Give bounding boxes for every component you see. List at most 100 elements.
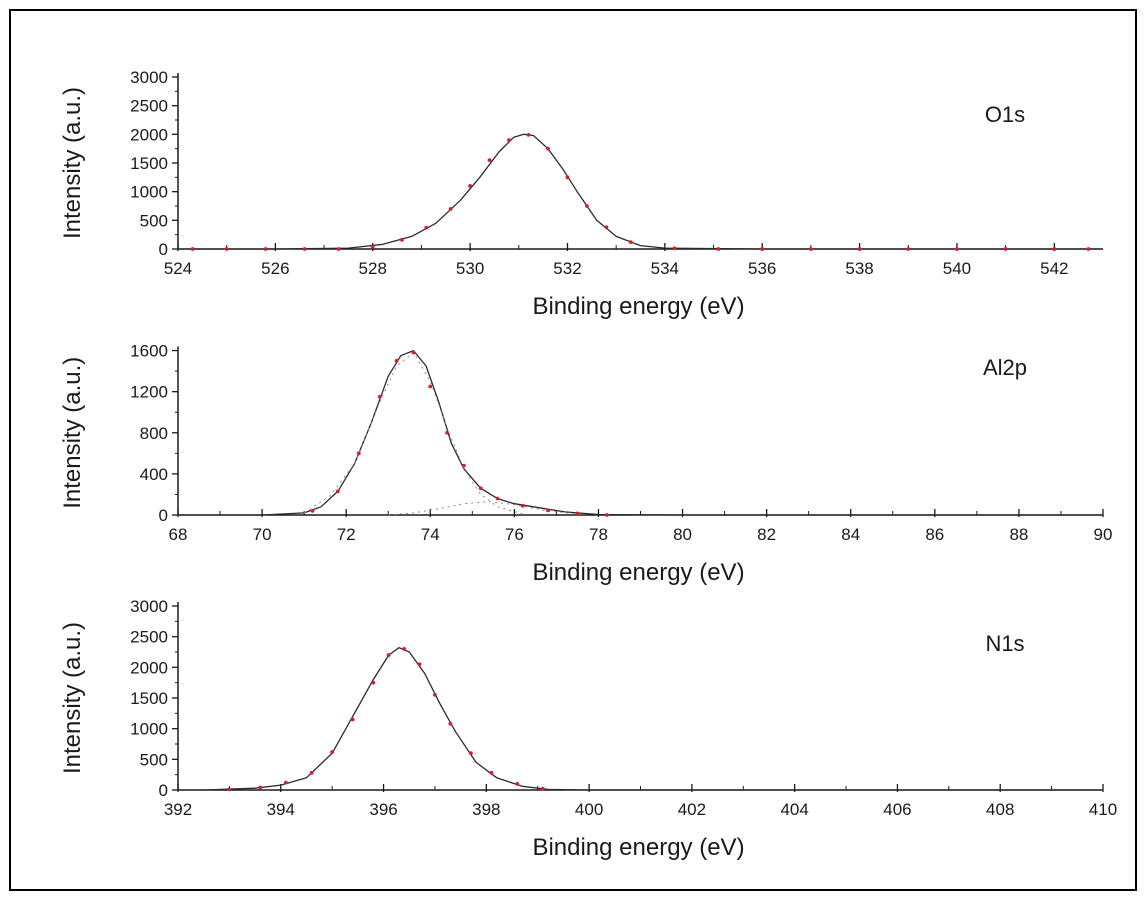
- data-point: [672, 246, 677, 251]
- x-axis-title: Binding energy (eV): [532, 559, 744, 586]
- fit-line: [178, 349, 1103, 516]
- y-tick-label: 1000: [130, 720, 168, 739]
- x-tick-label: 540: [943, 259, 971, 278]
- y-tick-label: 3000: [130, 68, 168, 87]
- x-tick-label: 396: [369, 800, 397, 819]
- x-tick-label: 88: [1009, 525, 1028, 544]
- data-point: [540, 786, 545, 791]
- data-point: [1003, 247, 1008, 251]
- x-tick-label: 70: [253, 525, 272, 544]
- x-tick-label: 404: [780, 800, 808, 819]
- data-point: [469, 751, 473, 756]
- data-point: [386, 653, 391, 657]
- data-point: [445, 430, 449, 435]
- data-point: [507, 138, 511, 142]
- x-tick-label: 82: [757, 525, 776, 544]
- data-point: [284, 780, 288, 785]
- data-point: [526, 133, 531, 137]
- y-tick-label: 1200: [130, 383, 168, 402]
- x-tick-label: 528: [359, 259, 387, 278]
- data-point: [258, 785, 263, 790]
- data-point: [478, 486, 483, 491]
- data-point: [604, 513, 609, 517]
- data-point: [565, 175, 570, 180]
- data-point: [604, 225, 609, 230]
- y-tick-label: 2000: [130, 658, 168, 677]
- data-point: [424, 225, 429, 230]
- x-tick-label: 542: [1040, 259, 1068, 278]
- x-tick-label: 84: [841, 525, 860, 544]
- y-tick-label: 3000: [130, 597, 168, 616]
- y-tick-label: 500: [140, 750, 168, 769]
- data-point: [489, 770, 494, 775]
- x-tick-label: 68: [169, 525, 188, 544]
- data-point: [906, 247, 911, 251]
- y-tick-label: 1600: [130, 342, 168, 361]
- data-point: [263, 247, 268, 251]
- data-point: [190, 247, 195, 251]
- y-tick-label: 1000: [130, 183, 168, 202]
- data-point: [520, 503, 525, 508]
- x-axis-title: Binding energy (eV): [532, 293, 744, 320]
- x-tick-label: 524: [164, 259, 192, 278]
- y-tick-label: 800: [140, 424, 168, 443]
- data-point: [448, 206, 453, 211]
- x-tick-label: 532: [553, 259, 581, 278]
- data-point: [371, 680, 376, 685]
- y-tick-label: 0: [159, 506, 168, 525]
- data-point: [417, 662, 422, 667]
- data-point: [857, 247, 862, 251]
- data-point: [1052, 247, 1057, 251]
- y-axis-title: Intensity (a.u.): [59, 357, 86, 509]
- data-point: [377, 394, 382, 399]
- data-point: [760, 247, 765, 251]
- x-tick-label: 74: [421, 525, 440, 544]
- data-point: [955, 247, 959, 251]
- data-point: [350, 717, 355, 722]
- data-point: [515, 781, 520, 786]
- y-axis-title: Intensity (a.u.): [59, 87, 86, 239]
- panel-2: 392 394 396 398 400 402 404 406 408 410 0 500 1000 15…: [59, 597, 1117, 861]
- x-tick-label: 394: [267, 800, 295, 819]
- data-point: [336, 247, 341, 251]
- data-point: [428, 384, 433, 389]
- data-point: [716, 247, 721, 251]
- y-tick-label: 1500: [130, 689, 168, 708]
- x-tick-label: 538: [845, 259, 873, 278]
- x-tick-label: 406: [883, 800, 911, 819]
- x-tick-label: 398: [472, 800, 500, 819]
- data-point: [487, 158, 492, 163]
- data-point: [546, 508, 550, 513]
- x-tick-label: 72: [337, 525, 356, 544]
- y-tick-label: 2500: [130, 97, 168, 116]
- fit-line: [178, 133, 1103, 250]
- data-point: [448, 721, 453, 726]
- data-point: [433, 693, 437, 697]
- data-point: [356, 451, 361, 456]
- data-point: [330, 750, 335, 754]
- x-tick-label: 536: [748, 259, 776, 278]
- x-axis-title: Binding energy (eV): [532, 834, 744, 861]
- y-tick-label: 0: [159, 781, 168, 800]
- x-tick-label: 86: [925, 525, 944, 544]
- y-axis-title: Intensity (a.u.): [59, 622, 86, 774]
- x-tick-label: 530: [456, 259, 484, 278]
- x-tick-label: 534: [651, 259, 679, 278]
- component-line: [388, 501, 582, 516]
- data-point: [224, 247, 229, 251]
- x-tick-label: 526: [261, 259, 289, 278]
- data-point: [227, 787, 232, 792]
- panel-label: O1s: [985, 102, 1025, 127]
- y-tick-label: 2500: [130, 628, 168, 647]
- panel-label: N1s: [985, 631, 1024, 656]
- data-point: [394, 358, 399, 363]
- y-tick-label: 2000: [130, 125, 168, 144]
- x-tick-label: 90: [1094, 525, 1113, 544]
- x-tick-label: 408: [986, 800, 1014, 819]
- data-point: [468, 184, 473, 188]
- data-point: [808, 247, 813, 251]
- panel-0: 524 526 528 530 532 534 536 538 540 542 0 500 1000 15…: [59, 68, 1103, 320]
- data-point: [309, 770, 314, 775]
- data-point: [411, 350, 416, 355]
